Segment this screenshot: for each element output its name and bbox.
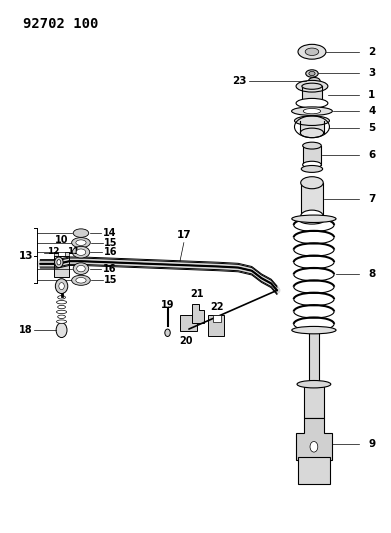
Ellipse shape xyxy=(58,305,65,309)
Ellipse shape xyxy=(301,177,323,189)
Text: 11: 11 xyxy=(67,247,80,256)
Text: 22: 22 xyxy=(210,302,224,312)
Text: 17: 17 xyxy=(177,230,191,240)
Ellipse shape xyxy=(302,83,322,90)
Ellipse shape xyxy=(301,165,323,172)
Ellipse shape xyxy=(73,263,89,274)
Text: 16: 16 xyxy=(103,264,116,273)
Ellipse shape xyxy=(77,265,85,272)
Ellipse shape xyxy=(303,161,321,168)
Bar xyxy=(304,384,324,418)
Ellipse shape xyxy=(305,48,319,55)
Text: 12: 12 xyxy=(47,247,59,256)
Text: 92702 100: 92702 100 xyxy=(23,17,98,31)
Ellipse shape xyxy=(58,315,65,319)
Ellipse shape xyxy=(76,240,86,245)
Text: 10: 10 xyxy=(55,235,68,245)
Bar xyxy=(300,120,324,133)
Text: 6: 6 xyxy=(368,150,375,160)
Ellipse shape xyxy=(310,441,318,452)
Ellipse shape xyxy=(72,238,90,248)
Ellipse shape xyxy=(297,381,331,388)
Ellipse shape xyxy=(57,320,66,324)
Ellipse shape xyxy=(292,326,336,334)
Ellipse shape xyxy=(59,282,64,289)
Ellipse shape xyxy=(58,296,65,299)
Ellipse shape xyxy=(306,70,318,77)
Ellipse shape xyxy=(296,80,328,92)
Ellipse shape xyxy=(294,116,330,125)
Ellipse shape xyxy=(301,210,323,222)
Ellipse shape xyxy=(57,301,66,304)
Text: 7: 7 xyxy=(368,195,376,205)
Text: 4: 4 xyxy=(368,106,376,116)
Ellipse shape xyxy=(300,216,324,224)
Ellipse shape xyxy=(300,128,324,138)
Ellipse shape xyxy=(56,322,67,337)
Text: 15: 15 xyxy=(104,238,118,248)
Bar xyxy=(303,146,321,165)
Ellipse shape xyxy=(303,142,321,149)
Polygon shape xyxy=(192,304,204,323)
Ellipse shape xyxy=(309,71,315,76)
Text: 15: 15 xyxy=(104,275,118,285)
Bar xyxy=(54,256,69,277)
Text: 8: 8 xyxy=(368,270,375,279)
Bar xyxy=(302,86,322,103)
Bar xyxy=(309,331,319,411)
Ellipse shape xyxy=(73,229,89,237)
Ellipse shape xyxy=(296,99,328,108)
Ellipse shape xyxy=(55,257,63,268)
Ellipse shape xyxy=(56,279,68,294)
Ellipse shape xyxy=(292,107,332,115)
Bar xyxy=(298,457,330,484)
Text: 16: 16 xyxy=(104,247,117,257)
Ellipse shape xyxy=(57,310,66,313)
Ellipse shape xyxy=(292,215,336,222)
Text: 23: 23 xyxy=(232,76,247,86)
Bar xyxy=(65,252,69,256)
Text: 14: 14 xyxy=(103,228,116,238)
Text: 20: 20 xyxy=(179,336,192,346)
Ellipse shape xyxy=(298,44,326,59)
Ellipse shape xyxy=(165,329,170,336)
Text: 2: 2 xyxy=(368,47,375,56)
Text: 1: 1 xyxy=(368,90,375,100)
Polygon shape xyxy=(180,315,197,330)
Text: 18: 18 xyxy=(19,325,32,335)
Ellipse shape xyxy=(72,246,90,258)
Ellipse shape xyxy=(308,77,320,84)
Bar xyxy=(54,252,59,256)
Text: 21: 21 xyxy=(190,289,203,300)
Ellipse shape xyxy=(72,275,90,285)
Polygon shape xyxy=(208,316,224,336)
Bar xyxy=(301,183,323,216)
Polygon shape xyxy=(296,418,332,460)
Ellipse shape xyxy=(303,109,321,114)
Text: 13: 13 xyxy=(18,251,33,261)
Text: 5: 5 xyxy=(368,123,375,133)
Ellipse shape xyxy=(76,249,86,255)
Ellipse shape xyxy=(302,100,322,106)
Ellipse shape xyxy=(76,278,86,283)
Text: 9: 9 xyxy=(368,439,375,449)
Ellipse shape xyxy=(57,260,61,265)
Polygon shape xyxy=(213,316,221,322)
Text: 3: 3 xyxy=(368,69,375,78)
Text: 19: 19 xyxy=(161,300,174,310)
